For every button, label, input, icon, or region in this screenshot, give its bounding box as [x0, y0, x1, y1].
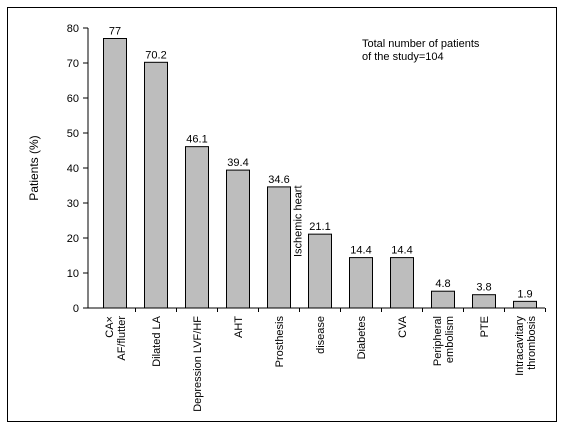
bar: [226, 169, 250, 309]
y-tick-label: 20: [67, 233, 79, 245]
bar-value-label: 46.1: [186, 134, 207, 146]
category-label: thrombosis: [526, 316, 538, 370]
annotation-text: of the study=104: [362, 51, 444, 63]
bar: [472, 294, 496, 309]
ischemic-heart-label: Ischemic heart: [293, 185, 305, 257]
bar: [267, 186, 291, 309]
bar-value-label: 70.2: [145, 49, 166, 61]
annotation-text: Total number of patients: [362, 38, 480, 50]
category-label: Prosthesis: [274, 316, 286, 368]
category-label: Peripheral: [432, 316, 444, 366]
y-tick-label: 50: [67, 128, 79, 140]
category-label: embolism: [444, 316, 456, 363]
bar-value-label: 1.9: [517, 288, 532, 300]
category-label: Intracavitary: [514, 316, 526, 376]
bar: [349, 257, 373, 309]
y-tick-label: 0: [73, 303, 79, 315]
y-axis-title: Patients (%): [27, 135, 41, 200]
y-tick-label: 70: [67, 58, 79, 70]
bar-value-label: 77: [109, 26, 121, 38]
y-tick-label: 80: [67, 23, 79, 35]
bar-value-label: 14.4: [391, 245, 412, 257]
bar: [185, 146, 209, 309]
category-label: Diabetes: [356, 316, 368, 360]
category-label: CA×: [104, 316, 116, 338]
bar-value-label: 14.4: [350, 245, 371, 257]
bar: [431, 290, 455, 309]
bar-value-label: 21.1: [309, 221, 330, 233]
bar-value-label: 4.8: [435, 278, 450, 290]
bar: [390, 257, 414, 309]
category-label: PTE: [479, 316, 491, 337]
category-label: disease: [315, 316, 327, 354]
category-label: Dilated LA: [151, 315, 163, 366]
y-tick-label: 40: [67, 163, 79, 175]
y-tick-label: 60: [67, 93, 79, 105]
bar: [308, 233, 332, 309]
category-label: AHT: [233, 316, 245, 338]
y-tick-label: 30: [67, 198, 79, 210]
bar: [103, 38, 127, 309]
bar: [513, 300, 537, 309]
bar: [144, 61, 168, 309]
bar-value-label: 34.6: [268, 174, 289, 186]
category-label: CVA: [397, 315, 409, 337]
y-tick-label: 10: [67, 268, 79, 280]
category-label: AF/flutter: [116, 316, 128, 361]
chart-frame: [7, 7, 557, 422]
bar-value-label: 3.8: [476, 282, 491, 294]
bar-value-label: 39.4: [227, 157, 248, 169]
category-label: Depression LVF/HF: [192, 316, 204, 412]
